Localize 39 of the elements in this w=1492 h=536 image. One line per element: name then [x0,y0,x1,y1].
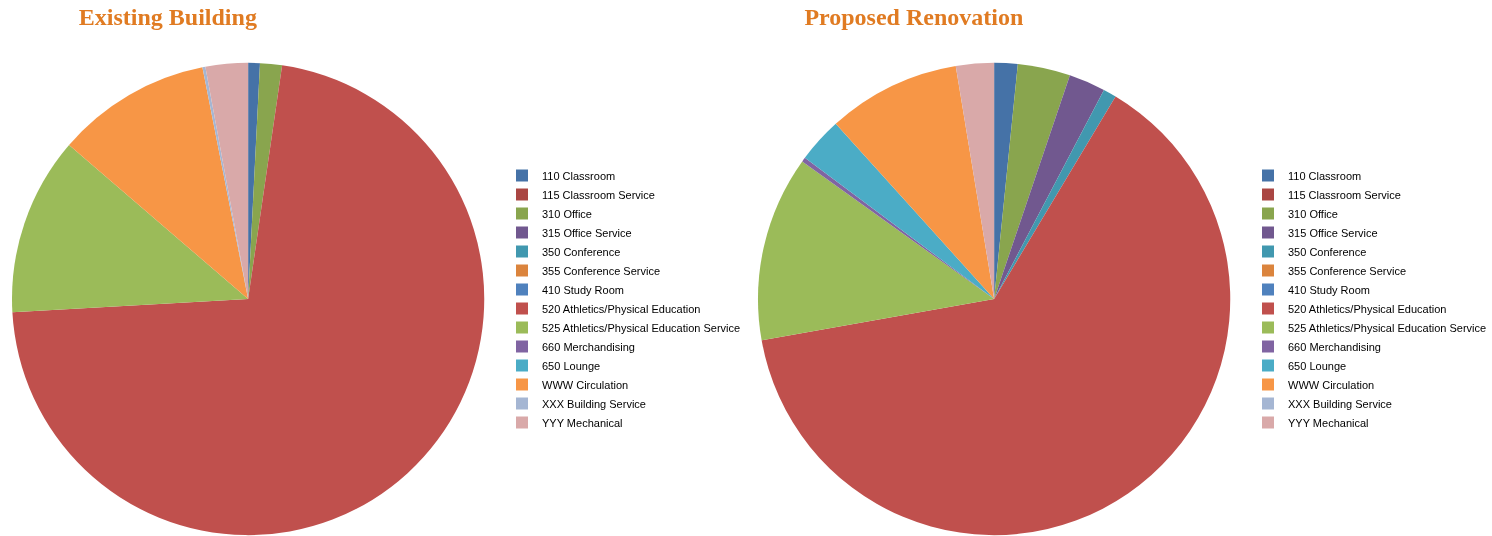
legend-label: XXX Building Service [1288,397,1392,410]
legend-label: 520 Athletics/Physical Education [1288,302,1447,315]
legend-label: 110 Classroom [542,169,616,182]
legend-label: 410 Study Room [542,283,624,296]
legend-label: 110 Classroom [1288,169,1362,182]
legend-label: 650 Lounge [1288,359,1347,372]
pie-slice [12,145,249,313]
legend-label: 310 Office [542,207,592,220]
legend-label: 520 Athletics/Physical Education [542,302,701,315]
legend-label: WWW Circulation [542,378,629,391]
chart-title: Proposed Renovation [804,3,1024,30]
legend-label: 115 Classroom Service [1288,188,1401,201]
pie-slice [994,64,1070,299]
pie-slice [835,66,995,299]
legend-label: 660 Merchandising [1288,340,1381,353]
legend-label: 525 Athletics/Physical Education Service [542,321,741,334]
legend-label: 310 Office [1288,207,1338,220]
pie-slice [761,96,1231,536]
legend-label: 525 Athletics/Physical Education Service [1288,321,1487,334]
legend-label: 350 Conference [1288,245,1367,258]
legend-label: 355 Conference Service [1288,264,1407,277]
pie-slice [248,63,283,299]
legend-label: WWW Circulation [1288,378,1375,391]
pie-slice [758,161,995,341]
legend-label: 115 Classroom Service [542,188,655,201]
legend-label: 410 Study Room [1288,283,1370,296]
legend-label: YYY Mechanical [542,416,623,429]
chart-title: Existing Building [78,3,257,30]
legend-label: 650 Lounge [542,359,601,372]
legend-label: 355 Conference Service [542,264,661,277]
legend-label: 350 Conference [542,245,621,258]
pie-slice [12,65,485,535]
pie-slice [804,123,995,299]
legend-label: 315 Office Service [1288,226,1378,239]
legend-label: 660 Merchandising [542,340,635,353]
legend-label: XXX Building Service [542,397,646,410]
pie-slice [69,67,249,299]
legend-label: YYY Mechanical [1288,416,1369,429]
legend-label: 315 Office Service [542,226,632,239]
